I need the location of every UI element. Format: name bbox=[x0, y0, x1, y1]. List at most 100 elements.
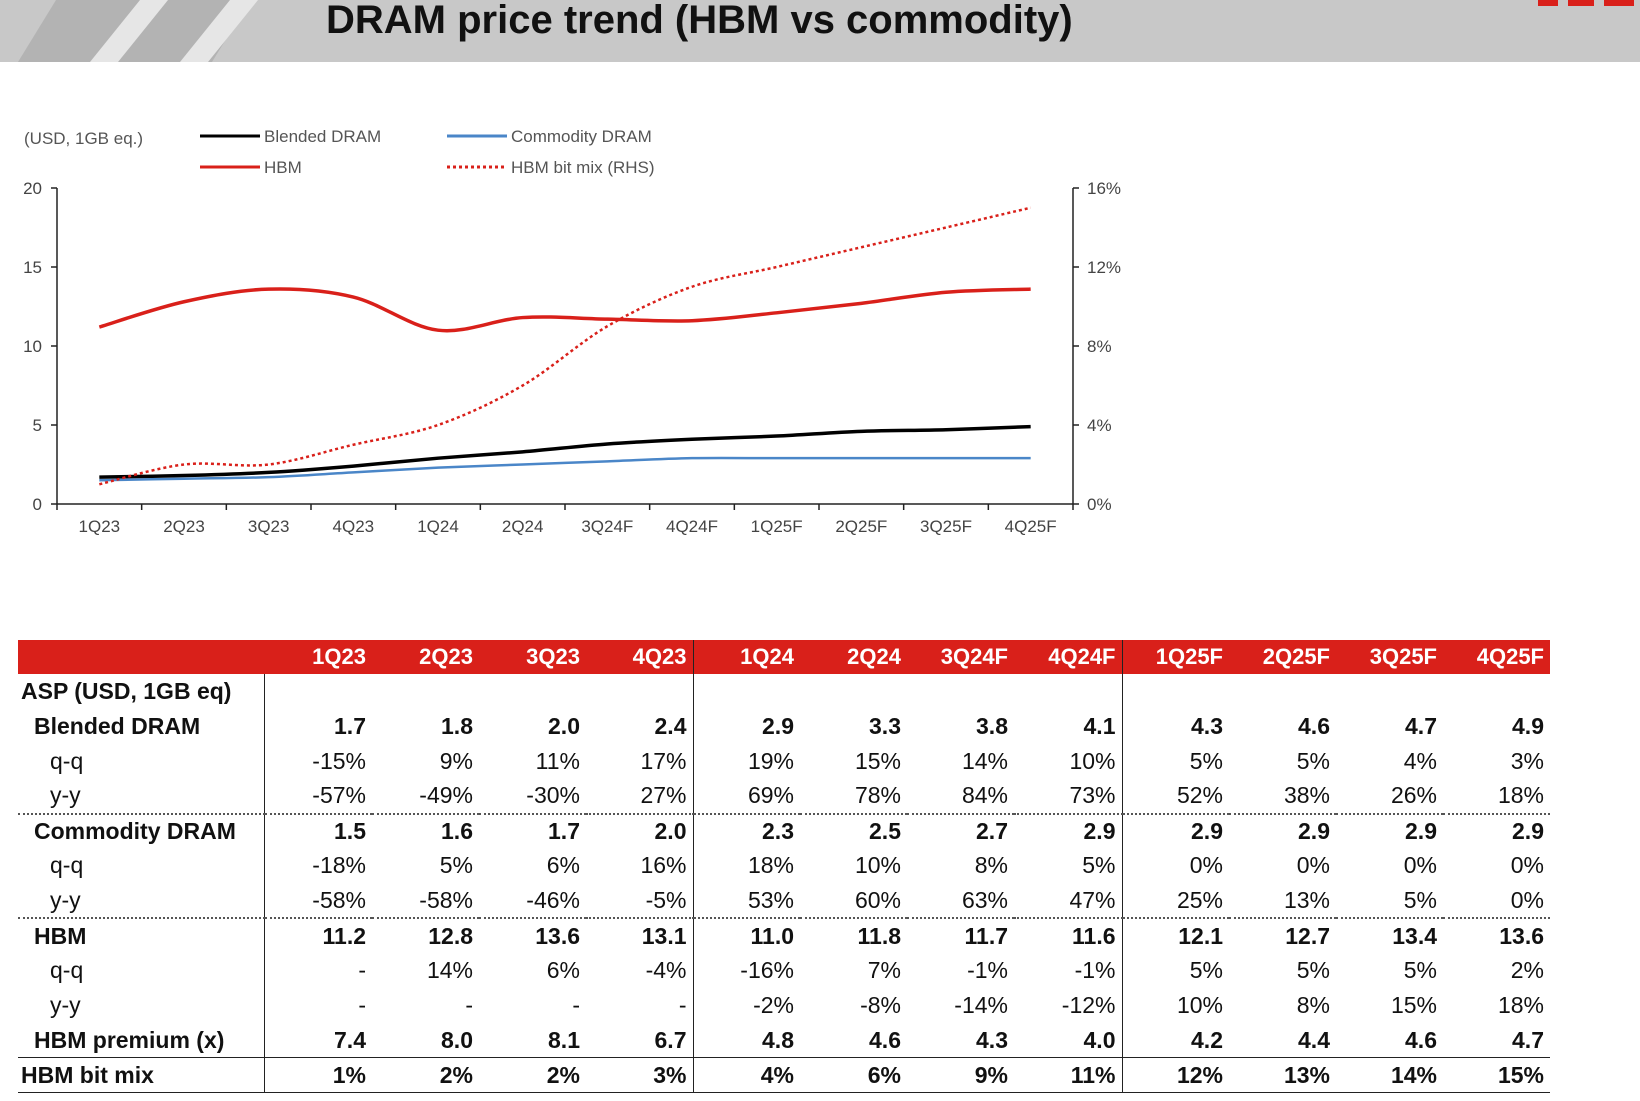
table-cell bbox=[264, 674, 372, 709]
data-point-blended-dram bbox=[861, 431, 863, 433]
right-tick-label: 0% bbox=[1087, 495, 1112, 514]
row-label: ASP (USD, 1GB eq) bbox=[18, 674, 265, 709]
table-cell: 0% bbox=[1403, 852, 1437, 879]
table-cell: 13.6 bbox=[1499, 922, 1544, 949]
table-cell: 9% bbox=[907, 1057, 1014, 1094]
data-point-commodity-dram bbox=[607, 461, 609, 463]
row-label: y-y bbox=[18, 883, 265, 920]
row-label: HBM bbox=[18, 918, 265, 954]
price-trend-chart: (USD, 1GB eq.) Blended DRAM Commodity DRAM… bbox=[23, 127, 1121, 536]
table-cell: 6% bbox=[546, 852, 580, 879]
table-cell: 18% bbox=[1497, 991, 1544, 1018]
table-cell: 19% bbox=[692, 743, 800, 779]
table-cell: 47% bbox=[1014, 883, 1122, 920]
row-label: Commodity DRAM bbox=[18, 813, 265, 849]
table-cell: 7.4 bbox=[264, 1022, 372, 1059]
right-tick-label: 8% bbox=[1087, 337, 1112, 356]
x-tick-label: 2Q25F bbox=[835, 517, 887, 536]
table-cell: 6% bbox=[546, 957, 580, 984]
table-row: ASP (USD, 1GB eq) bbox=[18, 674, 1550, 709]
table-cell: 8% bbox=[974, 852, 1008, 879]
table-cell: 13% bbox=[1229, 883, 1336, 920]
column-header: 1Q25F bbox=[1121, 640, 1229, 674]
data-point-hbm-bit-mix-rhs bbox=[183, 464, 185, 466]
table-cell: 5% bbox=[1082, 852, 1116, 879]
left-tick-label: 5 bbox=[33, 416, 42, 435]
column-header: 3Q25F bbox=[1369, 644, 1437, 669]
asp-table: 1Q23 2Q23 3Q23 4Q23 1Q24 2Q24 3Q24F 4Q24F 1Q25F 2… bbox=[18, 640, 1550, 1094]
table-row: HBM bit mix 1% 2% 2% 3% 4% 6% 9% 11% 12% 13% 14% 15% bbox=[18, 1057, 1550, 1094]
table-cell: 16% bbox=[640, 852, 687, 879]
series-line-blended-dram bbox=[99, 424, 1031, 479]
chart-legend: (USD, 1GB eq.) Blended DRAM Commodity DRAM… bbox=[24, 127, 655, 177]
row-label: q-q bbox=[18, 953, 265, 989]
table-cell: 10% bbox=[1121, 988, 1229, 1023]
data-point-hbm bbox=[776, 312, 778, 314]
table-row: q-q -14% 6% -4% -16% 7% -1% -1% 5% 5% 5% 2% bbox=[18, 953, 1550, 989]
table-cell: 11.6 bbox=[1072, 922, 1116, 949]
data-point-blended-dram bbox=[353, 465, 355, 467]
table-cell: -16% bbox=[692, 953, 800, 989]
table-cell: 2.7 bbox=[976, 818, 1008, 844]
table-cell: 3% bbox=[586, 1057, 693, 1094]
table-header-row: 1Q23 2Q23 3Q23 4Q23 1Q24 2Q24 3Q24F 4Q24F 1Q25F 2… bbox=[18, 640, 1550, 674]
unit-label: (USD, 1GB eq.) bbox=[24, 129, 143, 148]
series-line-commodity-dram bbox=[99, 456, 1031, 482]
table-cell: 11% bbox=[535, 747, 580, 774]
table-cell: 11% bbox=[1014, 1057, 1122, 1094]
table-cell: 4.6 bbox=[1298, 712, 1330, 739]
table-cell: 69% bbox=[692, 778, 800, 815]
table-cell: 2.4 bbox=[654, 712, 687, 739]
table-cell: 18% bbox=[1443, 778, 1550, 815]
table-cell: -2% bbox=[692, 988, 800, 1023]
table-cell: -1% bbox=[1074, 957, 1116, 984]
row-label: HBM premium (x) bbox=[18, 1022, 265, 1059]
table-cell: 6% bbox=[800, 1057, 907, 1094]
table-cell: 52% bbox=[1121, 778, 1229, 815]
x-tick-label: 4Q24F bbox=[666, 517, 718, 536]
data-point-blended-dram bbox=[183, 475, 185, 477]
table-cell: 12.8 bbox=[428, 922, 473, 949]
table-cell: 5% bbox=[1403, 957, 1437, 984]
data-point-hbm-bit-mix-rhs bbox=[99, 483, 101, 485]
table-cell: 27% bbox=[586, 778, 693, 815]
table-cell: 18% bbox=[692, 848, 800, 884]
table-cell: 14% bbox=[426, 957, 473, 984]
x-tick-label: 4Q23 bbox=[333, 517, 375, 536]
table-cell: 11.0 bbox=[692, 918, 800, 954]
data-point-commodity-dram bbox=[776, 457, 778, 459]
table-cell: -15% bbox=[312, 747, 366, 774]
table-cell: 11.2 bbox=[322, 922, 367, 949]
table-cell: 2.9 bbox=[1298, 818, 1330, 844]
table-cell: 1.7 bbox=[334, 712, 366, 739]
corner-logo-fragment bbox=[1538, 0, 1634, 6]
table-cell: 4.4 bbox=[1229, 1022, 1336, 1059]
data-point-hbm bbox=[437, 329, 439, 331]
table-cell: 4% bbox=[1403, 747, 1437, 774]
table-cell: 12% bbox=[1121, 1057, 1229, 1094]
data-point-blended-dram bbox=[437, 457, 439, 459]
table-cell bbox=[692, 674, 800, 709]
column-header: 3Q23 bbox=[526, 644, 580, 669]
data-point-blended-dram bbox=[268, 472, 270, 474]
slide-title: DRAM price trend (HBM vs commodity) bbox=[326, 0, 1073, 42]
legend-label: HBM bbox=[264, 158, 302, 177]
table-cell: 38% bbox=[1229, 778, 1336, 815]
x-tick-label: 1Q25F bbox=[751, 517, 803, 536]
table-cell: -12% bbox=[1061, 991, 1116, 1018]
data-point-blended-dram bbox=[99, 476, 101, 478]
table-cell: 78% bbox=[800, 778, 907, 815]
table-cell: - bbox=[465, 991, 473, 1018]
table-cell bbox=[1443, 674, 1550, 709]
data-point-hbm-bit-mix-rhs bbox=[607, 325, 609, 327]
table-cell: 4% bbox=[692, 1057, 800, 1094]
table-cell: 0% bbox=[1443, 883, 1550, 920]
left-tick-label: 15 bbox=[23, 258, 42, 277]
table-cell: 0% bbox=[1510, 852, 1544, 879]
table-cell: -18% bbox=[312, 852, 366, 879]
table-cell bbox=[1336, 674, 1443, 709]
table-cell: 11.8 bbox=[857, 922, 902, 949]
row-label: y-y bbox=[18, 778, 265, 815]
legend-label: Blended DRAM bbox=[264, 127, 381, 146]
table-cell: 1.8 bbox=[441, 712, 473, 739]
